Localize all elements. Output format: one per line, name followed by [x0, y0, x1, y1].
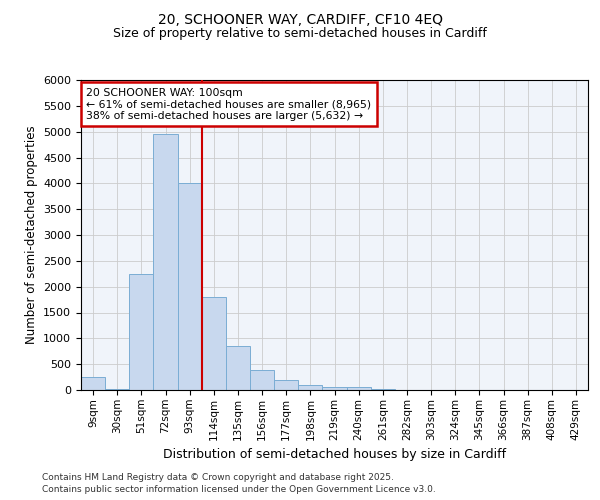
- Bar: [178, 184, 202, 390]
- Y-axis label: Number of semi-detached properties: Number of semi-detached properties: [25, 126, 38, 344]
- Text: 20, SCHOONER WAY, CARDIFF, CF10 4EQ: 20, SCHOONER WAY, CARDIFF, CF10 4EQ: [157, 12, 443, 26]
- Bar: [274, 380, 298, 390]
- Bar: [81, 377, 105, 390]
- Bar: [322, 387, 347, 390]
- Text: 20 SCHOONER WAY: 100sqm
← 61% of semi-detached houses are smaller (8,965)
38% of: 20 SCHOONER WAY: 100sqm ← 61% of semi-de…: [86, 88, 371, 121]
- Bar: [226, 346, 250, 390]
- Bar: [250, 370, 274, 390]
- Text: Size of property relative to semi-detached houses in Cardiff: Size of property relative to semi-detach…: [113, 28, 487, 40]
- Bar: [298, 385, 322, 390]
- Bar: [347, 388, 371, 390]
- Bar: [202, 297, 226, 390]
- Bar: [154, 134, 178, 390]
- Text: Contains HM Land Registry data © Crown copyright and database right 2025.: Contains HM Land Registry data © Crown c…: [42, 472, 394, 482]
- Text: Contains public sector information licensed under the Open Government Licence v3: Contains public sector information licen…: [42, 485, 436, 494]
- Bar: [129, 274, 154, 390]
- X-axis label: Distribution of semi-detached houses by size in Cardiff: Distribution of semi-detached houses by …: [163, 448, 506, 461]
